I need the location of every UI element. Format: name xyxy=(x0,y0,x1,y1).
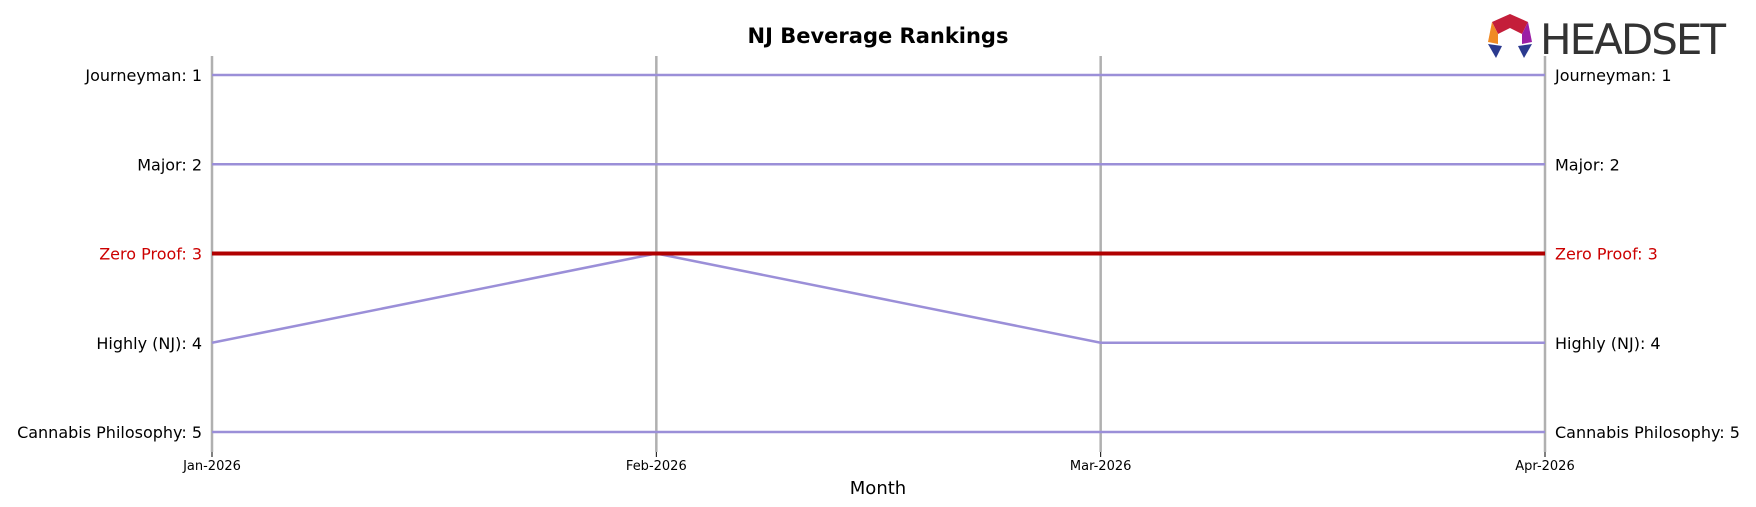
left-rank-label: Zero Proof: 3 xyxy=(99,245,202,264)
chart-title: NJ Beverage Rankings xyxy=(748,24,1009,48)
x-tick-label: Feb-2026 xyxy=(626,459,687,474)
x-tick-label: Mar-2026 xyxy=(1070,459,1131,474)
left-rank-label: Cannabis Philosophy: 5 xyxy=(17,423,202,442)
series-line-highly-nj xyxy=(211,252,1545,344)
headset-logo: HEADSET xyxy=(1488,14,1728,64)
headset-logo-icon xyxy=(1488,14,1532,58)
x-axis-ticks: Jan-2026 Feb-2026 Mar-2026 Apr-2026 xyxy=(182,452,1575,474)
x-tick-label: Jan-2026 xyxy=(182,459,241,474)
x-axis-label: Month xyxy=(850,478,906,499)
rank-labels: Journeyman: 1 Major: 2 Zero Proof: 3 Highly… xyxy=(17,66,1740,442)
series-lines xyxy=(211,73,1545,434)
right-rank-label: Journeyman: 1 xyxy=(1554,66,1672,85)
left-rank-label: Major: 2 xyxy=(137,155,202,174)
right-rank-label: Major: 2 xyxy=(1555,155,1620,174)
headset-logo-text: HEADSET xyxy=(1540,15,1726,64)
right-rank-label: Highly (NJ): 4 xyxy=(1555,334,1661,353)
x-tick-label: Apr-2026 xyxy=(1515,459,1574,474)
right-rank-label: Cannabis Philosophy: 5 xyxy=(1555,423,1740,442)
left-rank-label: Journeyman: 1 xyxy=(84,66,202,85)
right-rank-label: Zero Proof: 3 xyxy=(1555,245,1658,264)
left-rank-label: Highly (NJ): 4 xyxy=(96,334,202,353)
